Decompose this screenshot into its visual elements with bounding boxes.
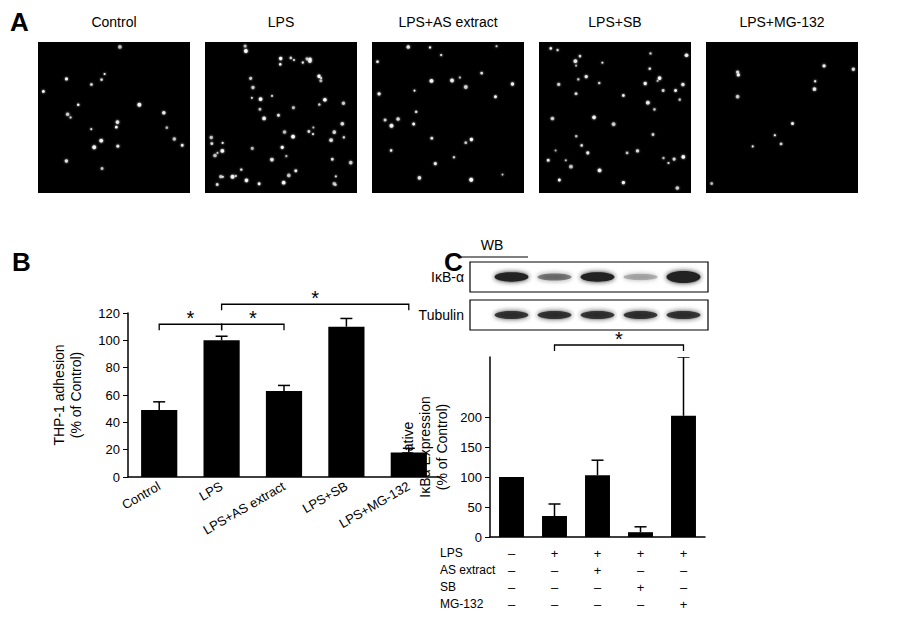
svg-text:120: 120 — [98, 306, 120, 321]
svg-text:*: * — [615, 328, 623, 350]
svg-text:(% of Control): (% of Control) — [68, 352, 84, 438]
svg-text:B: B — [12, 247, 31, 277]
svg-text:IκBα Expression: IκBα Expression — [417, 396, 433, 497]
svg-text:–: – — [551, 563, 559, 578]
svg-text:LPS: LPS — [440, 546, 463, 560]
svg-text:–: – — [508, 580, 516, 595]
svg-text:Relative: Relative — [399, 421, 416, 473]
svg-text:+: + — [551, 546, 559, 561]
svg-text:A: A — [10, 7, 29, 37]
svg-text:LPS+MG-132: LPS+MG-132 — [739, 14, 824, 30]
svg-text:WB: WB — [481, 237, 504, 253]
svg-text:+: + — [594, 563, 602, 578]
svg-text:80: 80 — [106, 360, 120, 375]
svg-text:–: – — [594, 597, 602, 612]
svg-text:0: 0 — [475, 530, 482, 545]
svg-text:MG-132: MG-132 — [440, 597, 484, 611]
svg-text:*: * — [311, 287, 319, 309]
svg-text:100: 100 — [460, 470, 482, 485]
svg-text:0: 0 — [113, 470, 120, 485]
svg-text:–: – — [508, 546, 516, 561]
svg-text:+: + — [637, 546, 645, 561]
svg-text:–: – — [680, 563, 688, 578]
svg-text:–: – — [594, 580, 602, 595]
svg-text:LPS+SB: LPS+SB — [588, 14, 641, 30]
svg-text:150: 150 — [460, 440, 482, 455]
svg-text:Control: Control — [119, 478, 163, 512]
svg-text:100: 100 — [98, 333, 120, 348]
svg-text:LPS+AS extract: LPS+AS extract — [201, 478, 289, 537]
svg-text:–: – — [551, 580, 559, 595]
svg-text:IκB-α: IκB-α — [431, 269, 464, 285]
svg-text:200: 200 — [460, 410, 482, 425]
svg-text:60: 60 — [106, 388, 120, 403]
svg-text:Control: Control — [91, 14, 136, 30]
svg-text:–: – — [637, 597, 645, 612]
svg-text:(% of Control): (% of Control) — [433, 403, 450, 491]
svg-text:LPS: LPS — [268, 14, 294, 30]
svg-text:*: * — [187, 307, 195, 329]
svg-text:50: 50 — [468, 500, 482, 515]
svg-text:LPS: LPS — [197, 478, 226, 503]
svg-text:*: * — [249, 307, 257, 329]
svg-text:40: 40 — [106, 415, 120, 430]
svg-text:LPS+AS extract: LPS+AS extract — [398, 14, 497, 30]
svg-text:C: C — [444, 247, 463, 277]
svg-text:–: – — [680, 580, 688, 595]
svg-text:–: – — [508, 563, 516, 578]
svg-text:–: – — [637, 563, 645, 578]
svg-text:LPS+SB: LPS+SB — [300, 479, 350, 517]
svg-text:AS extract: AS extract — [440, 563, 496, 577]
svg-text:THP-1 adhesion: THP-1 adhesion — [51, 344, 67, 445]
svg-text:–: – — [508, 597, 516, 612]
svg-text:+: + — [680, 546, 688, 561]
svg-text:+: + — [637, 580, 645, 595]
svg-text:–: – — [551, 597, 559, 612]
svg-text:LPS+MG-132: LPS+MG-132 — [337, 479, 413, 532]
svg-text:Tubulin: Tubulin — [419, 307, 464, 323]
svg-text:+: + — [680, 597, 688, 612]
svg-text:SB: SB — [440, 580, 456, 594]
svg-text:20: 20 — [106, 442, 120, 457]
svg-text:+: + — [594, 546, 602, 561]
